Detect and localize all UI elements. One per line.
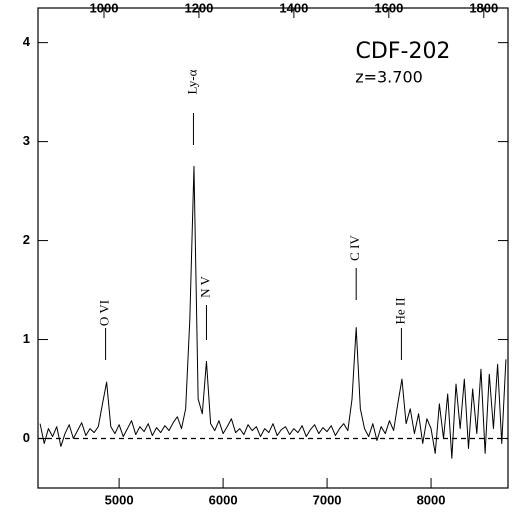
x-tick-label: 8000 — [417, 492, 446, 507]
line-label: C IV — [347, 235, 362, 261]
line-label: O VI — [97, 300, 112, 326]
chart-subtitle: z=3.700 — [355, 68, 423, 87]
x-tick-label: 6000 — [209, 492, 238, 507]
y-tick-label: 3 — [23, 133, 30, 148]
x2-tick-label: 1400 — [279, 0, 308, 15]
chart-title: CDF-202 — [356, 39, 451, 64]
x-tick-label: 7000 — [313, 492, 342, 507]
x2-tick-label: 1600 — [374, 0, 403, 15]
x-tick-label: 5000 — [105, 492, 134, 507]
x2-tick-label: 1200 — [184, 0, 213, 15]
y-tick-label: 2 — [23, 232, 30, 247]
y-tick-label: 4 — [23, 34, 31, 49]
spectrum-line — [39, 165, 507, 459]
line-label: N V — [197, 275, 212, 297]
y-tick-label: 0 — [23, 430, 30, 445]
x2-tick-label: 1000 — [90, 0, 119, 15]
y-tick-label: 1 — [23, 331, 30, 346]
plot-frame — [37, 7, 509, 489]
line-label: He II — [392, 297, 407, 324]
x2-tick-label: 1800 — [469, 0, 498, 15]
line-label: Ly-α — [184, 69, 199, 94]
